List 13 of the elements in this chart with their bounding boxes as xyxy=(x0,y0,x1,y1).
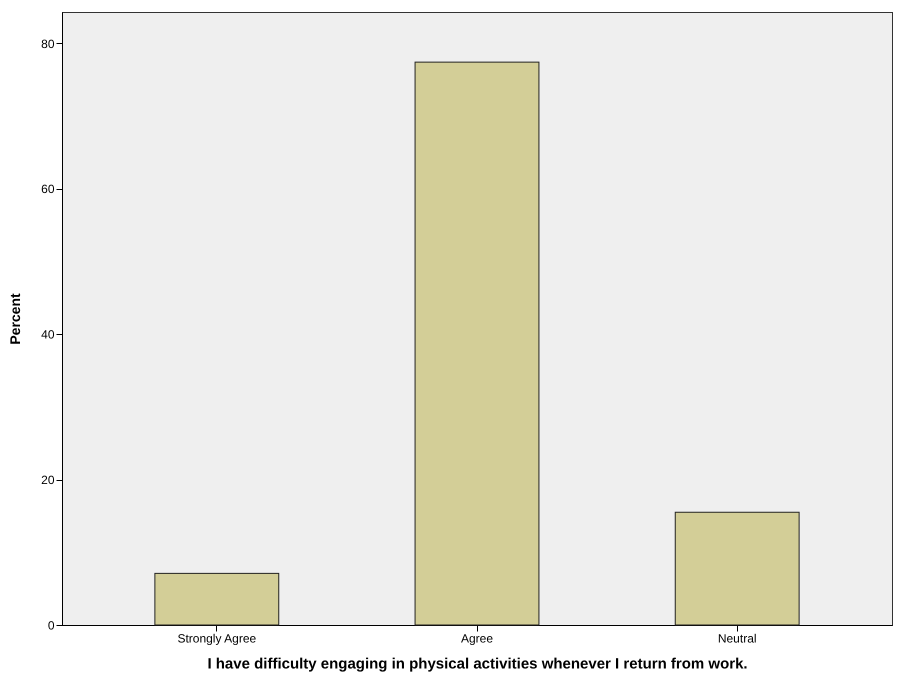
bar xyxy=(154,572,280,626)
bar xyxy=(414,62,540,626)
x-tick-label: Neutral xyxy=(718,632,757,646)
y-tick-label: 20 xyxy=(41,473,55,488)
x-tick-label: Agree xyxy=(460,632,494,646)
y-axis-title: Percent xyxy=(7,292,24,345)
y-tick-label: 0 xyxy=(48,618,55,632)
x-tick-label: Strongly Agree xyxy=(177,632,256,646)
bar xyxy=(674,512,800,626)
y-tick-label: 60 xyxy=(41,182,55,196)
y-tick-label: 80 xyxy=(41,36,55,51)
y-tick-label: 40 xyxy=(41,328,55,342)
x-axis-title: I have difficulty engaging in physical activities whenever I return from work. xyxy=(207,656,748,672)
